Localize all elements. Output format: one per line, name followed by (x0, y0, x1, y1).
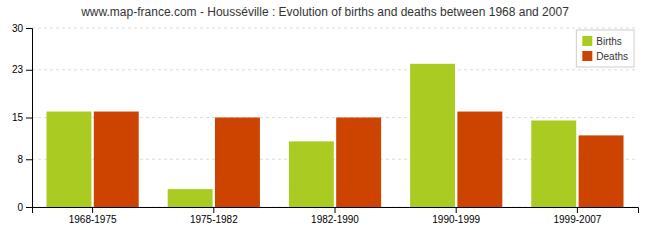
y-tick-mark (26, 118, 32, 119)
x-tick: 1982-1990 (311, 207, 359, 225)
bar (168, 189, 213, 207)
y-tick-label: 30 (12, 23, 24, 34)
legend-label: Births (596, 36, 622, 47)
x-tick-label: 1975-1982 (190, 214, 238, 225)
bar (289, 141, 334, 207)
x-tick-mark (577, 207, 578, 213)
x-tick-mark (456, 207, 457, 213)
grid-line (32, 28, 638, 29)
grid (32, 28, 638, 207)
x-tick-mark (92, 207, 93, 213)
y-tick-mark (26, 28, 32, 29)
y-tick: 8 (17, 154, 32, 165)
y-tick: 30 (12, 23, 32, 34)
bar (46, 112, 91, 207)
bar (579, 135, 624, 207)
legend-swatch (582, 51, 592, 61)
y-tick-mark (26, 159, 32, 160)
y-tick: 15 (12, 112, 32, 123)
y-tick-mark (26, 70, 32, 71)
legend-label: Deaths (596, 51, 628, 62)
y-tick-label: 15 (12, 112, 24, 123)
x-tick-label: 1982-1990 (311, 214, 359, 225)
chart-svg: www.map-france.com - Housséville : Evolu… (0, 0, 650, 229)
legend-box (576, 30, 634, 67)
legend-item: Births (582, 36, 622, 47)
bar (94, 112, 139, 207)
x-tick-label: 1968-1975 (69, 214, 117, 225)
legend-swatch (582, 36, 592, 46)
y-tick-mark (26, 207, 32, 208)
y-tick-label: 8 (17, 154, 23, 165)
x-tick: 1975-1982 (190, 207, 238, 225)
y-tick-label: 0 (17, 202, 23, 213)
bar (215, 118, 260, 208)
y-tick-label: 23 (12, 64, 24, 75)
bar-series (94, 112, 624, 207)
x-tick: 1968-1975 (69, 207, 117, 225)
y-axis-line (26, 29, 33, 208)
y-axis: 0 8 15 23 30 (12, 23, 33, 213)
x-tick: 1999-2007 (553, 207, 601, 225)
legend: Births Deaths (576, 30, 634, 67)
bar (336, 118, 381, 208)
grid-line (32, 69, 638, 70)
y-tick: 0 (17, 202, 32, 213)
x-axis: 1968-1975 1975-1982 1982-1990 1990-1999 1999… (33, 207, 639, 225)
x-tick: 1990-1999 (432, 207, 480, 225)
bar-series (46, 64, 576, 207)
legend-item: Deaths (582, 51, 628, 62)
bars (46, 64, 623, 207)
x-tick-mark (213, 207, 214, 213)
x-tick-mark (335, 207, 336, 213)
chart-container: www.map-france.com - Housséville : Evolu… (0, 0, 650, 229)
chart-title: www.map-france.com - Housséville : Evolu… (80, 5, 569, 19)
x-tick-label: 1990-1999 (432, 214, 480, 225)
bar (410, 64, 455, 207)
x-tick-label: 1999-2007 (553, 214, 601, 225)
bar (457, 112, 502, 207)
y-tick: 23 (12, 64, 32, 75)
bar (531, 120, 576, 207)
x-axis-line (33, 208, 639, 214)
